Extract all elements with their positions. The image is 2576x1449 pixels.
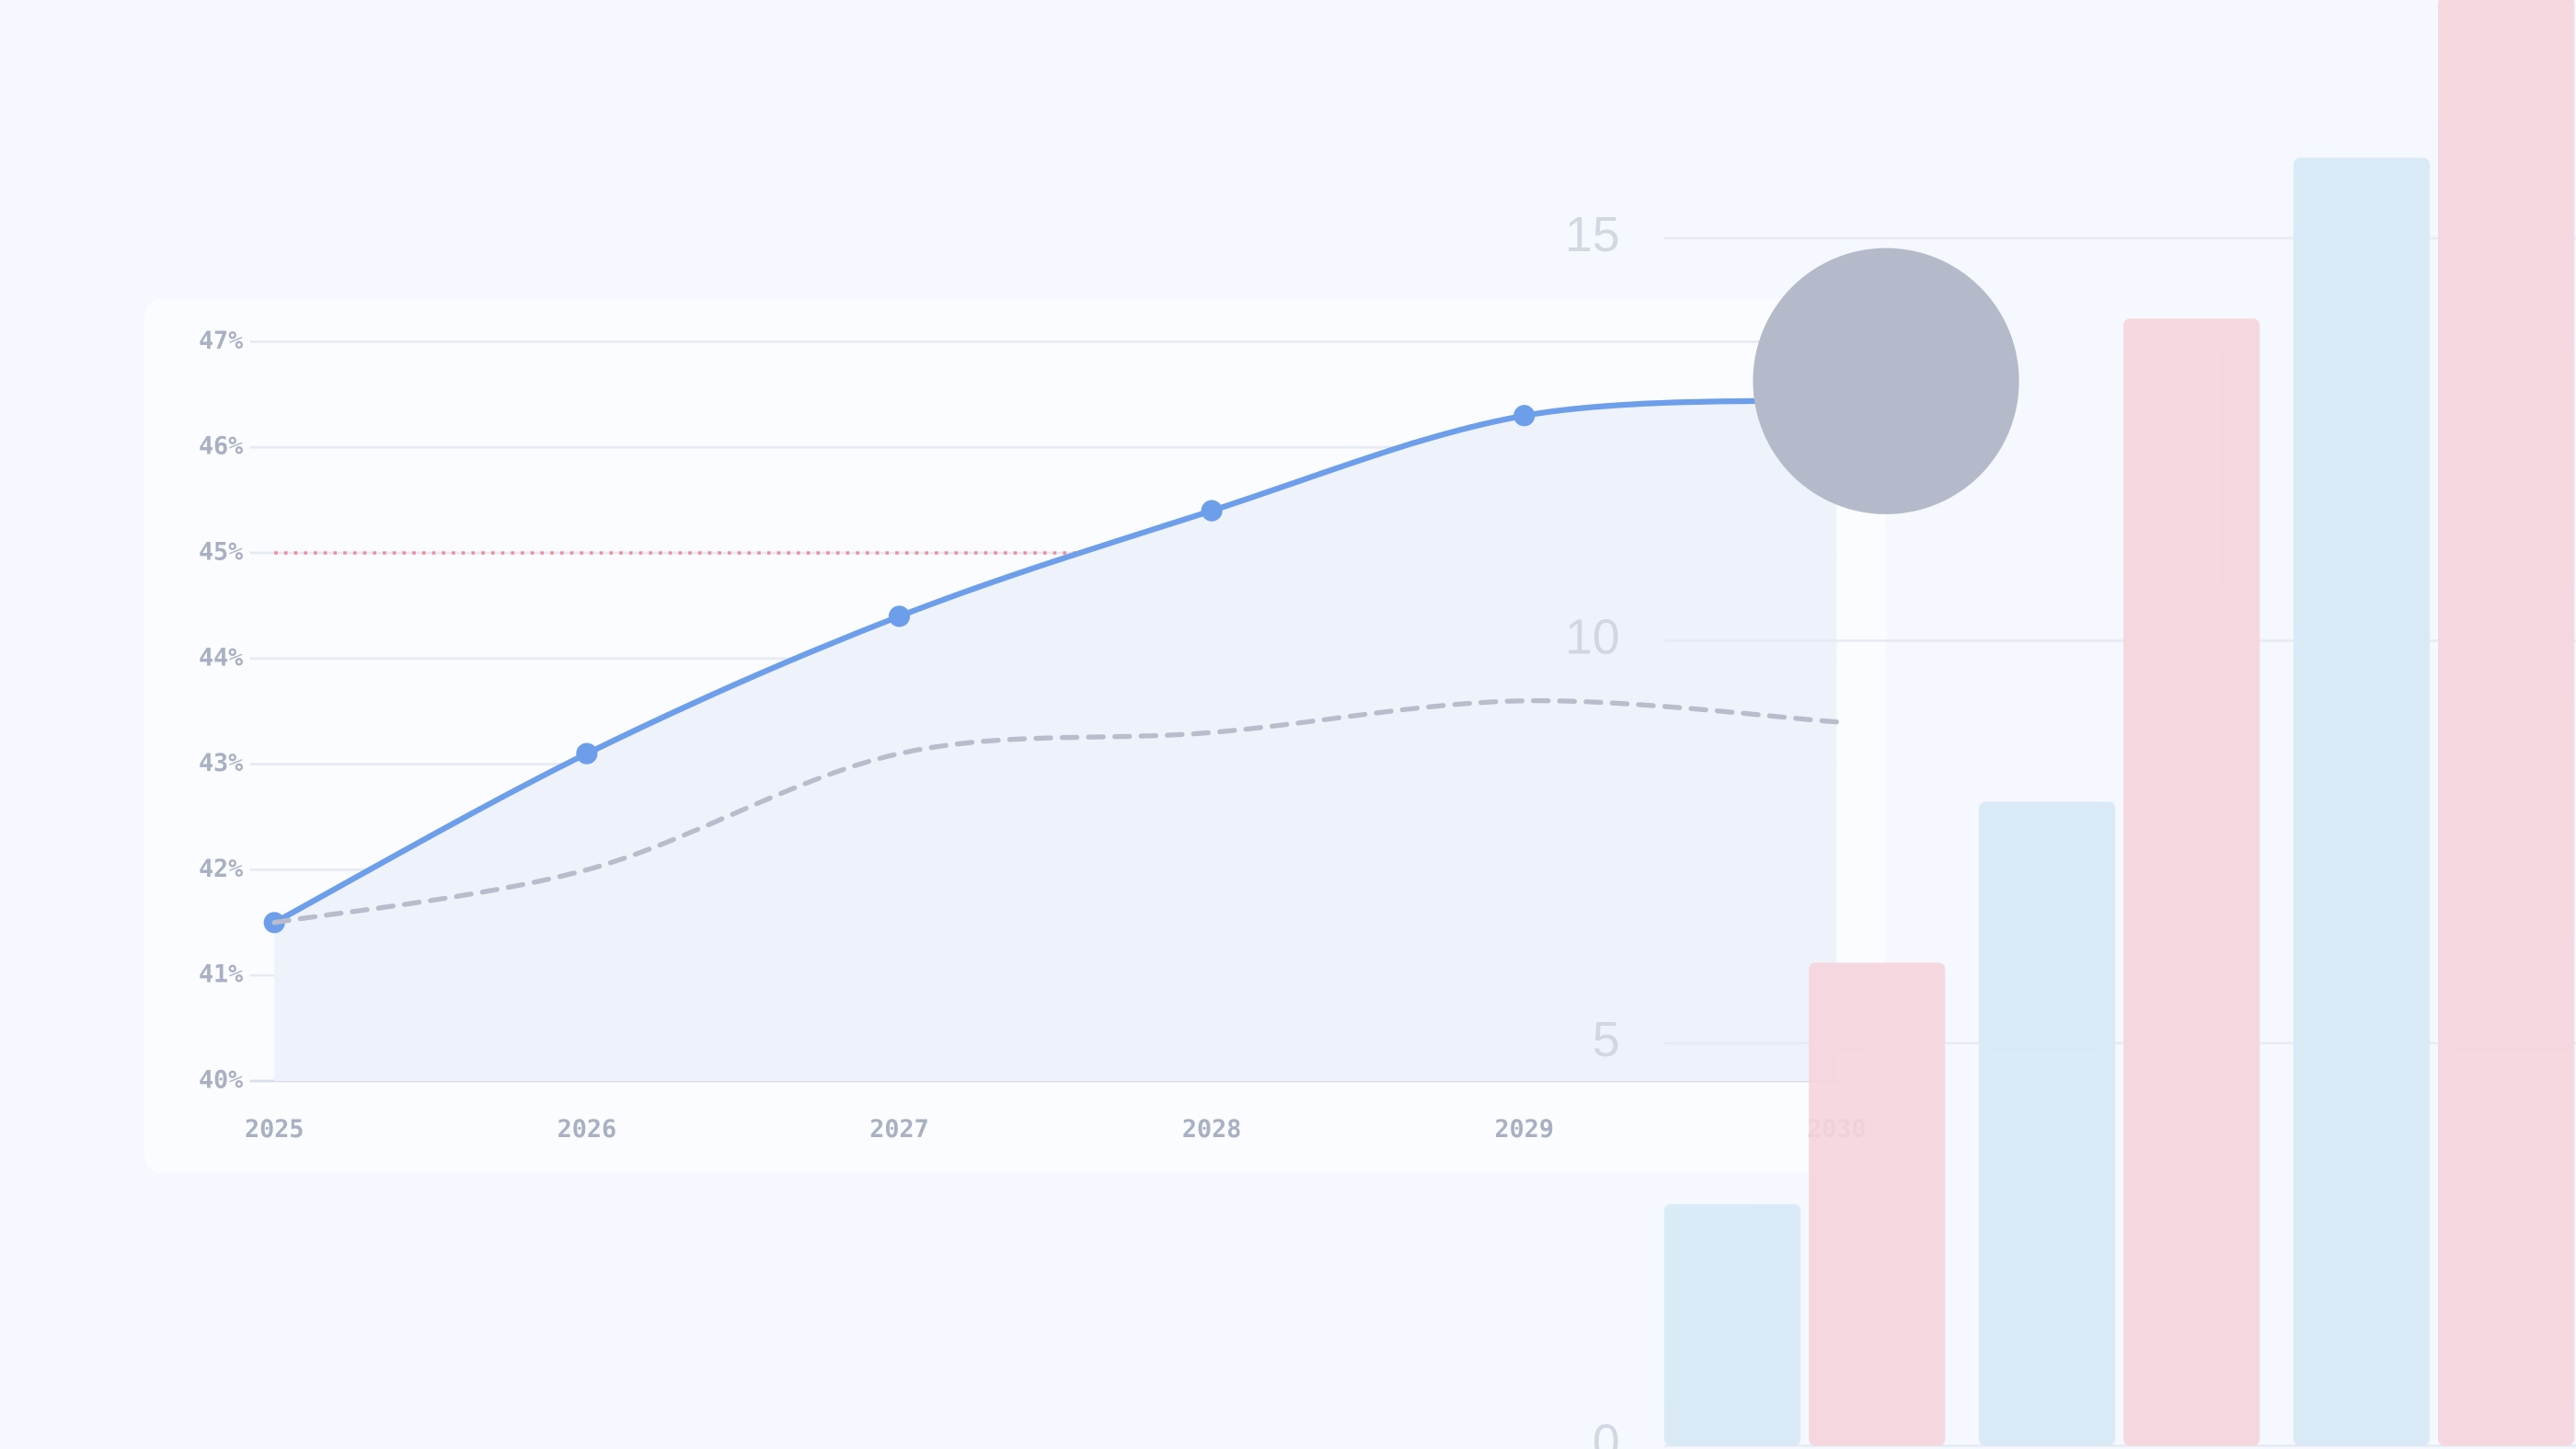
point bbox=[576, 742, 598, 765]
y-tick-label: 42% bbox=[199, 855, 243, 883]
y-tick-label: 40% bbox=[199, 1066, 243, 1095]
bar-chart: 0 5 10 15 bbox=[1565, 0, 2576, 1449]
x-tick-label: 2029 bbox=[1495, 1115, 1554, 1144]
y-tick-label: 15 bbox=[1565, 208, 1620, 262]
overlay-circle bbox=[1753, 247, 2019, 514]
point bbox=[1201, 500, 1223, 522]
bar bbox=[2293, 157, 2431, 1446]
y-tick-label: 46% bbox=[199, 432, 243, 461]
y-tick-label: 47% bbox=[199, 327, 243, 355]
line-chart: 40% 41% 42% 43% 44% 45% 46% 47% 2025 2026 2027 2028… bbox=[199, 327, 1867, 1144]
bar bbox=[2123, 318, 2260, 1446]
bar bbox=[2438, 0, 2575, 1446]
x-tick-label: 2028 bbox=[1182, 1115, 1241, 1144]
bar bbox=[1978, 801, 2116, 1446]
line bbox=[271, 697, 1840, 926]
x-tick-label: 2027 bbox=[869, 1115, 928, 1144]
y-tick-label: 0 bbox=[1593, 1416, 1620, 1449]
y-tick-label: 5 bbox=[1593, 1013, 1620, 1067]
x-tick-label: 2026 bbox=[558, 1115, 616, 1144]
point bbox=[1513, 405, 1535, 427]
y-tick-label: 43% bbox=[199, 749, 243, 777]
point bbox=[888, 605, 911, 627]
bar bbox=[1663, 1203, 1801, 1446]
x-tick-label: 2025 bbox=[245, 1115, 304, 1144]
bar bbox=[1809, 962, 1946, 1446]
y-tick-label: 44% bbox=[199, 643, 243, 672]
y-tick-label: 41% bbox=[199, 960, 243, 989]
y-tick-label: 45% bbox=[199, 538, 243, 567]
area bbox=[274, 399, 1837, 1081]
line bbox=[271, 397, 1840, 926]
y-tick-label: 10 bbox=[1565, 611, 1620, 665]
